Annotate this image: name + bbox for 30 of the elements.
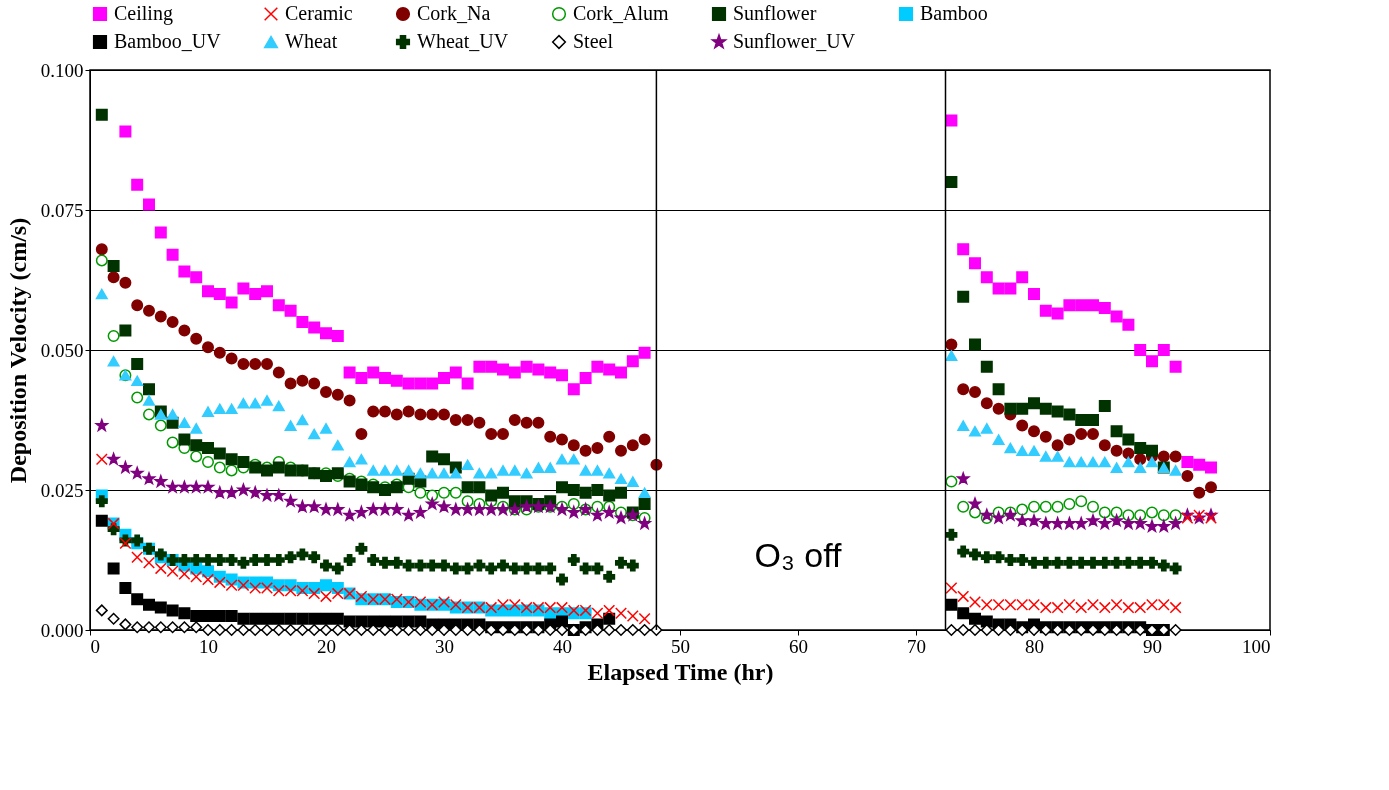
x-tick-label: 50 xyxy=(671,635,690,657)
legend-label: Ceiling xyxy=(114,2,173,25)
y-tick-label: 0.050 xyxy=(40,339,84,361)
x-tick-label: 30 xyxy=(435,635,454,657)
x-tick-label: 60 xyxy=(789,635,808,657)
x-tick-label: 70 xyxy=(907,635,926,657)
x-tick-label: 10 xyxy=(199,635,218,657)
legend-label: Bamboo_UV xyxy=(114,30,222,52)
x-axis-title: Elapsed Time (hr) xyxy=(587,658,774,685)
x-tick-label: 80 xyxy=(1025,635,1044,657)
y-tick-label: 0.100 xyxy=(40,59,84,81)
legend-label: Wheat_UV xyxy=(417,30,509,52)
legend-label: Wheat xyxy=(285,30,338,52)
x-tick-label: 40 xyxy=(553,635,572,657)
legend-label: Sunflower_UV xyxy=(733,30,856,52)
legend-label: Bamboo xyxy=(920,2,988,24)
x-tick-label: 0 xyxy=(90,635,100,657)
x-tick-label: 100 xyxy=(1242,635,1271,657)
annotation: O₃ off xyxy=(754,536,843,575)
y-tick-label: 0.025 xyxy=(40,479,84,501)
legend-label: Cork_Na xyxy=(417,2,491,24)
legend-label: Cork_Alum xyxy=(573,2,669,24)
y-axis-title: Deposition Velocity (cm/s) xyxy=(4,217,31,484)
legend-label: Ceramic xyxy=(285,2,353,24)
y-tick-label: 0.000 xyxy=(40,619,84,641)
legend-label: Sunflower xyxy=(733,2,817,24)
x-tick-label: 90 xyxy=(1143,635,1162,657)
legend-label: Steel xyxy=(573,30,614,52)
y-tick-label: 0.075 xyxy=(40,199,84,221)
x-tick-label: 20 xyxy=(317,635,336,657)
